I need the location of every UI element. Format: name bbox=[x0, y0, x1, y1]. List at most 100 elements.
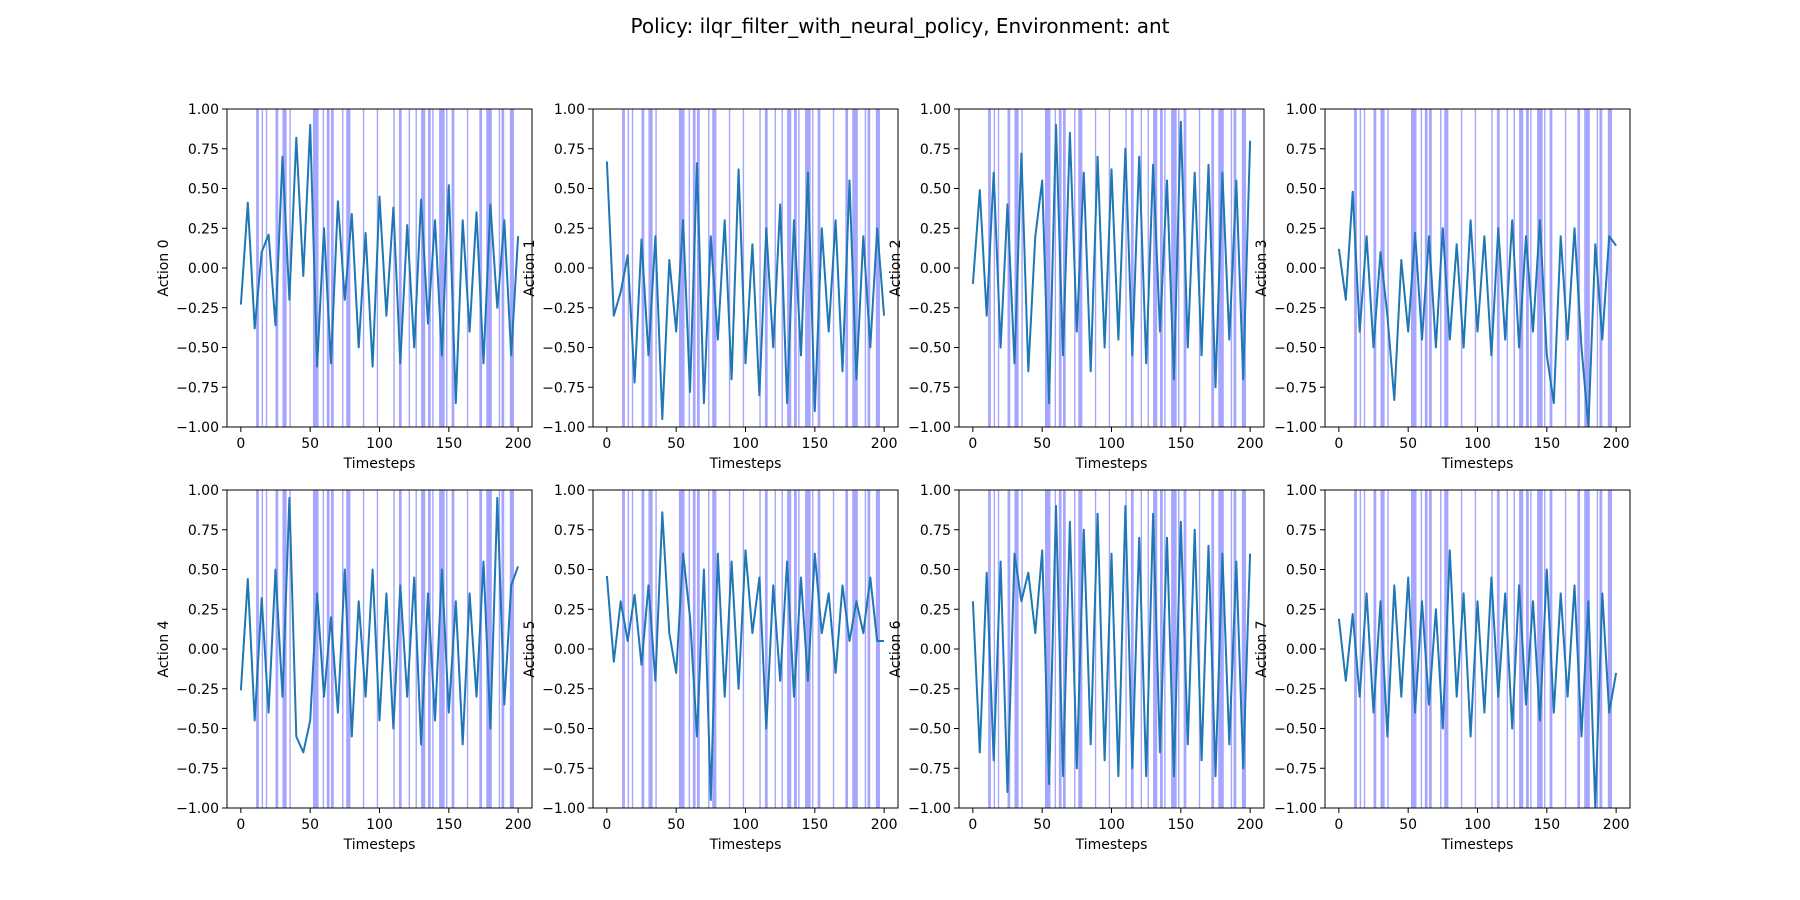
action-series-line bbox=[239, 496, 520, 754]
highlight-span bbox=[1607, 490, 1612, 808]
highlight-span bbox=[1506, 109, 1508, 427]
highlight-span bbox=[1537, 109, 1543, 427]
highlight-span bbox=[1584, 490, 1590, 808]
highlight-span bbox=[1599, 109, 1603, 427]
highlight-span bbox=[432, 109, 434, 427]
x-tick-label: 0 bbox=[1334, 436, 1343, 452]
highlight-span bbox=[265, 109, 268, 427]
action-series-line bbox=[239, 123, 520, 405]
x-tick-label: 0 bbox=[602, 436, 611, 452]
plot-area bbox=[605, 490, 885, 808]
highlight-span bbox=[393, 490, 395, 808]
y-tick-label: −0.75 bbox=[542, 761, 585, 777]
y-tick-label: −0.25 bbox=[1274, 301, 1317, 317]
highlight-span bbox=[330, 109, 334, 427]
highlight-span bbox=[1130, 109, 1134, 427]
highlight-span bbox=[362, 490, 365, 808]
highlight-span bbox=[509, 109, 514, 427]
y-axis-label: Action 4 bbox=[156, 620, 172, 677]
highlight-span bbox=[256, 109, 259, 427]
highlight-span bbox=[1491, 490, 1493, 808]
y-axis-label: Action 3 bbox=[1254, 239, 1270, 296]
y-tick-label: 0.75 bbox=[1286, 142, 1317, 158]
highlight-span bbox=[446, 490, 448, 808]
x-tick-label: 150 bbox=[1167, 817, 1194, 833]
highlight-span bbox=[1496, 109, 1500, 427]
subplot-action-3: 0 50 100 150 200 −1.00 −0.75 −0.50 −0.25 0.00 0.25… bbox=[1254, 102, 1631, 472]
highlight-span bbox=[997, 109, 1000, 427]
highlight-span bbox=[1607, 109, 1612, 427]
highlight-span bbox=[1530, 490, 1532, 808]
plot-area bbox=[971, 109, 1252, 427]
subplot-action-2: 0 50 100 150 200 −1.00 −0.75 −0.50 −0.25 0.00 0.25… bbox=[888, 102, 1265, 472]
x-tick-label: 150 bbox=[1167, 436, 1194, 452]
highlight-span bbox=[787, 490, 792, 808]
y-tick-label: 0.00 bbox=[1286, 642, 1317, 658]
x-tick-label: 50 bbox=[301, 817, 319, 833]
y-tick-label: 0.50 bbox=[920, 563, 951, 579]
y-tick-label: −1.00 bbox=[176, 420, 219, 436]
y-tick-label: −0.50 bbox=[908, 722, 951, 738]
highlight-span bbox=[794, 490, 797, 808]
highlight-span bbox=[1373, 490, 1377, 808]
highlight-span bbox=[439, 490, 445, 808]
x-tick-label: 50 bbox=[667, 817, 685, 833]
highlight-span bbox=[1230, 490, 1233, 808]
y-tick-label: −0.25 bbox=[176, 682, 219, 698]
highlight-span bbox=[501, 109, 505, 427]
highlight-span bbox=[812, 490, 814, 808]
y-tick-label: 0.25 bbox=[554, 602, 585, 618]
highlight-span bbox=[1094, 490, 1097, 808]
highlight-span bbox=[446, 109, 448, 427]
highlight-span bbox=[1233, 490, 1237, 808]
highlight-span bbox=[1062, 109, 1066, 427]
highlight-span bbox=[692, 490, 696, 808]
y-tick-label: 0.50 bbox=[554, 182, 585, 198]
highlight-span bbox=[415, 109, 417, 427]
y-tick-label: −0.75 bbox=[1274, 761, 1317, 777]
highlight-span bbox=[622, 109, 625, 427]
highlight-span bbox=[1577, 109, 1581, 427]
subplot-action-4: 0 50 100 150 200 −1.00 −0.75 −0.50 −0.25 0.00 0.25… bbox=[156, 483, 533, 853]
y-tick-label: 0.25 bbox=[188, 602, 219, 618]
highlight-span bbox=[1153, 109, 1158, 427]
y-tick-label: 0.25 bbox=[554, 221, 585, 237]
highlight-span bbox=[817, 109, 821, 427]
y-tick-label: −0.50 bbox=[542, 341, 585, 357]
highlight-span bbox=[1513, 490, 1515, 808]
highlight-span bbox=[1147, 490, 1149, 808]
y-tick-label: 0.50 bbox=[920, 182, 951, 198]
y-tick-label: −0.50 bbox=[176, 722, 219, 738]
y-tick-label: 0.00 bbox=[554, 642, 585, 658]
y-tick-label: −0.25 bbox=[908, 682, 951, 698]
highlight-span bbox=[1444, 109, 1449, 427]
y-tick-label: 1.00 bbox=[554, 102, 585, 118]
y-tick-label: 0.25 bbox=[920, 221, 951, 237]
highlight-span bbox=[1178, 109, 1180, 427]
y-tick-label: 0.00 bbox=[1286, 261, 1317, 277]
x-tick-label: 100 bbox=[366, 436, 393, 452]
highlight-span bbox=[1496, 490, 1500, 808]
highlight-span bbox=[627, 490, 630, 808]
highlight-span bbox=[864, 490, 867, 808]
y-tick-label: 0.00 bbox=[188, 261, 219, 277]
x-tick-label: 200 bbox=[871, 436, 898, 452]
highlight-span bbox=[1171, 490, 1177, 808]
highlight-span bbox=[1577, 490, 1581, 808]
highlight-span bbox=[875, 109, 880, 427]
plot-area bbox=[1337, 490, 1618, 808]
y-axis-label: Action 2 bbox=[888, 239, 904, 296]
y-tick-label: −0.25 bbox=[542, 301, 585, 317]
highlight-span bbox=[1549, 109, 1553, 427]
highlight-span bbox=[466, 109, 469, 427]
highlight-span bbox=[1108, 490, 1111, 808]
action-series-line bbox=[1337, 549, 1618, 808]
highlight-span bbox=[1125, 490, 1127, 808]
x-tick-label: 50 bbox=[667, 436, 685, 452]
highlight-span bbox=[1519, 490, 1524, 808]
y-tick-label: −0.25 bbox=[1274, 682, 1317, 698]
y-tick-label: −0.75 bbox=[908, 380, 951, 396]
x-tick-label: 200 bbox=[1603, 817, 1630, 833]
x-axis-label: Timesteps bbox=[343, 456, 416, 472]
